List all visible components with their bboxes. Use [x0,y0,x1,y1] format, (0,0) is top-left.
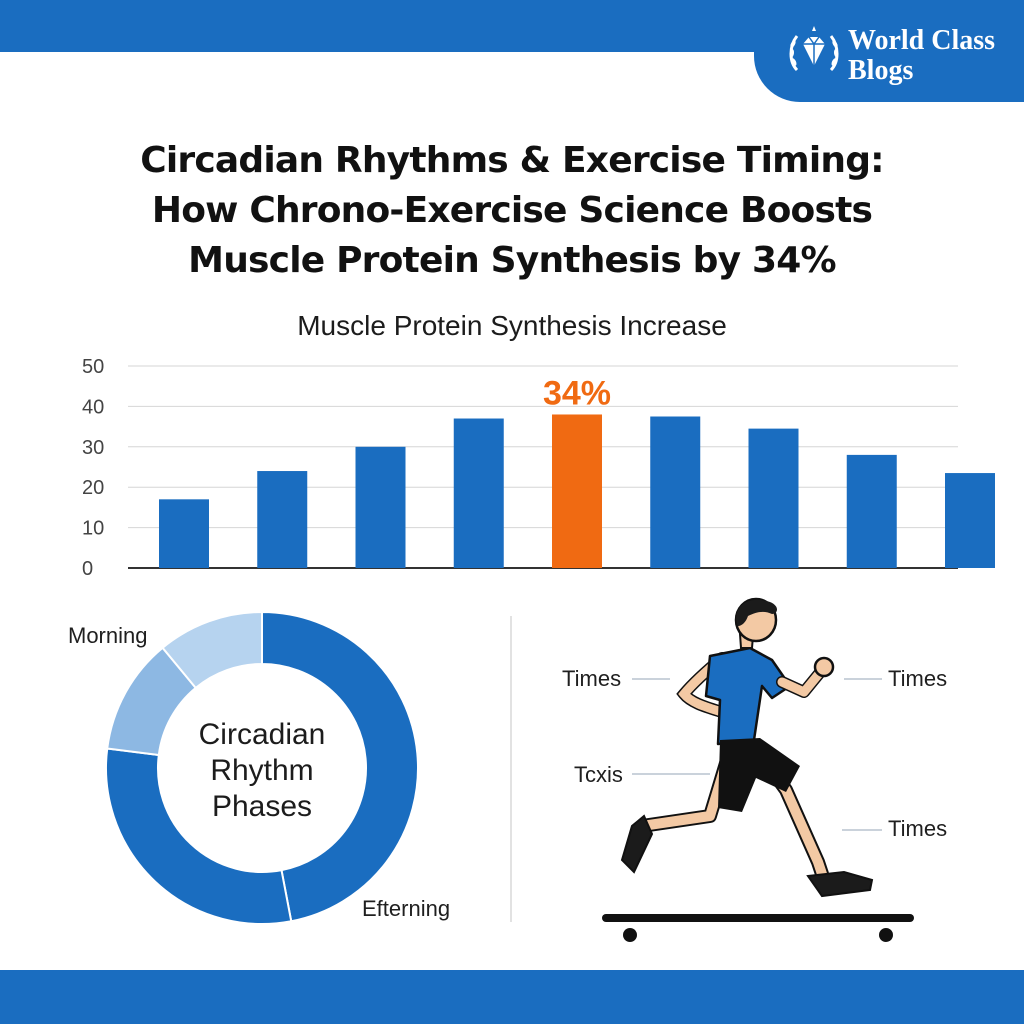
brand-tab [754,0,1024,102]
y-tick-label: 20 [82,477,104,499]
runner-label-left-top: Times [562,666,622,691]
donut-label-evening: Efterning [362,896,451,921]
bar-chart: 0 10 20 30 40 50 34% [82,356,995,580]
brand-name: World Class Blogs [848,26,995,86]
bar [650,416,701,568]
y-tick-label: 30 [82,437,104,459]
donut-center-label: Rhythm [210,754,313,787]
y-tick-label: 50 [82,356,104,378]
runner-label-right-top: Times [888,666,948,691]
diamond-laurel-icon [789,26,839,72]
highlight-data-label: 34% [543,374,611,412]
title-line-1: Circadian Rhythms & Exercise Timing: [140,140,884,181]
bar [355,446,406,568]
section-divider [510,616,512,922]
runner-illustration [602,597,914,942]
label-leader-lines [632,678,882,831]
brand-line-2: Blogs [848,55,914,86]
donut-slice [261,610,419,923]
title-line-2: How Chrono-Exercise Science Boosts [151,190,873,231]
runner-label-left-bottom: Tcxis [574,762,623,787]
y-tick-label: 0 [82,558,93,580]
bottom-banner [0,970,1024,1024]
highlight-bar [552,414,602,568]
y-tick-label: 40 [82,396,104,418]
bar [453,418,504,568]
bar [159,499,209,568]
brand-line-1: World Class [848,25,996,56]
title-line-3: Muscle Protein Synthesis by 34% [188,240,836,281]
bar [846,454,897,568]
donut-slice [105,747,293,925]
bar-chart-title: Muscle Protein Synthesis Increase [297,310,727,341]
treadmill-platform [602,914,914,942]
y-tick-label: 10 [82,518,104,540]
bar [945,473,995,568]
runner-figure [620,597,874,898]
bar [257,471,308,568]
bar [748,428,799,568]
page-title: Circadian Rhythms & Exercise Timing: How… [40,136,984,286]
donut-center-label: Phases [212,790,312,823]
donut-slice [161,610,263,690]
donut-label-morning: Morning [68,623,148,648]
runner-label-right-bottom: Times [888,816,948,841]
donut-center-label: Circadian [199,718,326,751]
